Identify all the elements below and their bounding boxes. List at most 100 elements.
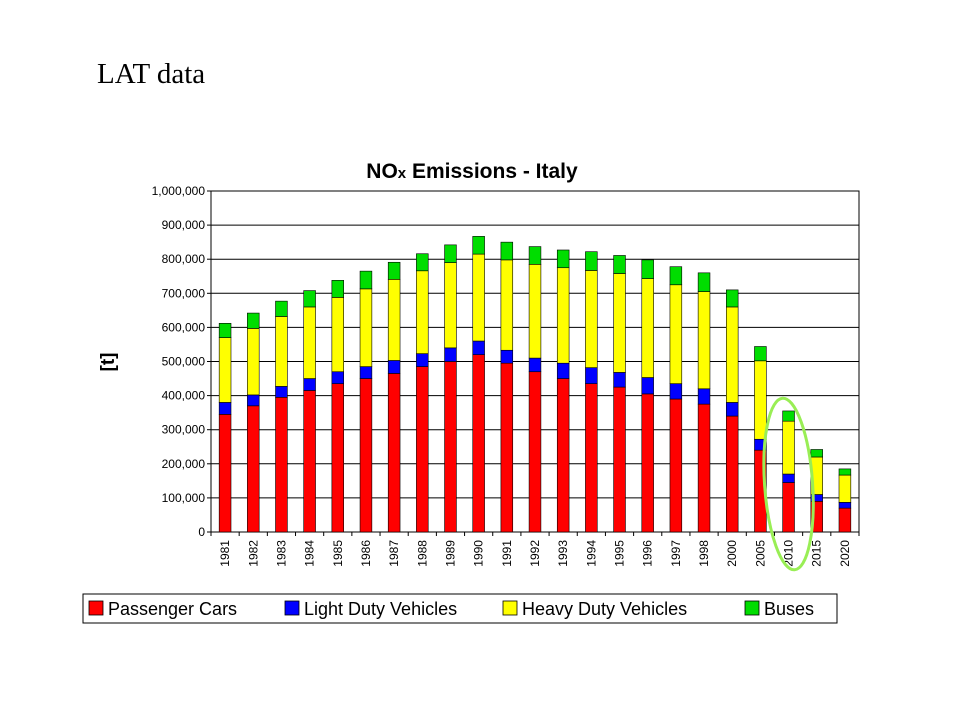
- legend-swatch: [502, 600, 518, 616]
- legend-swatch: [284, 600, 300, 616]
- bar-segment: [810, 449, 823, 458]
- x-tick-label: 1994: [584, 540, 598, 567]
- y-tick-label: 600,000: [162, 320, 206, 334]
- bar-segment: [500, 259, 514, 351]
- bar-segment: [359, 366, 373, 379]
- legend-label: Buses: [764, 599, 814, 619]
- bar-segment: [416, 253, 429, 272]
- x-tick-label: 1995: [613, 540, 627, 567]
- bar-segment: [444, 361, 457, 533]
- bar-segment: [838, 474, 852, 503]
- bar-stack-1984: [303, 290, 316, 533]
- bar-segment: [726, 306, 739, 403]
- x-tick-label: 2005: [753, 540, 767, 567]
- y-tick-label: 200,000: [162, 457, 206, 471]
- bar-segment: [275, 316, 288, 387]
- bar-stack-1990: [472, 236, 485, 533]
- bar-stack-1995: [613, 255, 626, 533]
- bar-segment: [726, 415, 739, 533]
- chart-title-part-3: Emissions - Italy: [406, 160, 578, 183]
- y-axis-ticks: 0 100,000 200,000 300,000 400,000 500,000 600,…: [152, 184, 211, 539]
- legend-swatch: [744, 600, 760, 616]
- x-tick-label: 1984: [303, 540, 317, 567]
- bar-stack-2010: [782, 410, 795, 533]
- bar-segment: [782, 410, 795, 422]
- bar-segment: [500, 362, 514, 533]
- x-tick-label: 1991: [500, 540, 514, 567]
- y-tick-label: 300,000: [162, 423, 206, 437]
- bar-segment: [275, 397, 288, 533]
- bar-segment: [697, 272, 711, 292]
- bar-segment: [585, 383, 598, 533]
- bar-stack-1997: [669, 266, 683, 533]
- bar-segment: [472, 340, 485, 355]
- bar-stack-1991: [500, 241, 514, 533]
- bar-segment: [641, 278, 654, 378]
- x-tick-label: 2000: [725, 540, 739, 567]
- bar-segment: [472, 354, 485, 533]
- bar-segment: [331, 280, 344, 298]
- bar-segment: [331, 383, 344, 533]
- bar-segment: [613, 386, 626, 533]
- x-tick-label: 1982: [246, 540, 260, 567]
- y-tick-label: 100,000: [162, 491, 206, 505]
- bar-segment: [613, 372, 626, 388]
- bar-segment: [416, 366, 429, 533]
- chart-title: NOx Emissions - Italy: [366, 160, 578, 183]
- bar-stack-1998: [697, 272, 711, 533]
- bar-segment: [387, 373, 401, 533]
- bar-segment: [500, 241, 514, 261]
- bar-segment: [613, 273, 626, 373]
- bar-segment: [556, 249, 570, 269]
- bar-segment: [585, 270, 598, 368]
- bar-stack-1981: [218, 323, 232, 533]
- legend: Passenger Cars Light Duty Vehicles Heavy D…: [82, 593, 838, 624]
- bar-segment: [782, 482, 795, 533]
- x-tick-label: 1989: [443, 540, 457, 567]
- y-tick-label: 500,000: [162, 355, 206, 369]
- x-tick-label: 1987: [387, 540, 401, 567]
- x-tick-label: 2020: [838, 540, 852, 567]
- x-tick-label: 1983: [274, 540, 288, 567]
- bar-segment: [472, 236, 485, 255]
- bar-segment: [697, 388, 711, 405]
- x-tick-label: 2015: [810, 540, 824, 567]
- bar-stack-1985: [331, 280, 344, 533]
- bar-segment: [528, 357, 542, 373]
- y-tick-label: 1,000,000: [152, 184, 206, 198]
- bar-segment: [697, 291, 711, 390]
- y-tick-label: 900,000: [162, 218, 206, 232]
- bar-segment: [444, 347, 457, 362]
- bar-stack-1988: [416, 253, 429, 533]
- x-tick-label: 2010: [782, 540, 796, 567]
- bar-segment: [359, 288, 373, 367]
- legend-swatch: [88, 600, 104, 616]
- bar-segment: [641, 393, 654, 533]
- x-tick-label: 1986: [359, 540, 373, 567]
- bar-stack-1989: [444, 244, 457, 533]
- bar-segment: [528, 264, 542, 359]
- y-tick-label: 700,000: [162, 286, 206, 300]
- bar-segment: [641, 259, 654, 279]
- bar-segment: [782, 420, 795, 475]
- bar-segment: [387, 360, 401, 374]
- bar-segment: [472, 253, 485, 342]
- bar-segment: [303, 390, 316, 533]
- bar-segment: [782, 473, 795, 483]
- bar-segment: [218, 414, 232, 533]
- bar-segment: [416, 270, 429, 354]
- x-tick-label: 1993: [556, 540, 570, 567]
- bar-segment: [359, 270, 373, 290]
- bar-stack-1983: [275, 300, 288, 533]
- bar-segment: [641, 377, 654, 395]
- bar-segment: [528, 246, 542, 265]
- y-tick-label: 0: [198, 525, 205, 539]
- x-tick-label: 1988: [415, 540, 429, 567]
- bar-stack-1992: [528, 246, 542, 533]
- bar-segment: [726, 289, 739, 308]
- bar-segment: [275, 386, 288, 398]
- legend-box: [82, 593, 838, 624]
- bar-stack-2020: [838, 468, 852, 533]
- bar-segment: [303, 290, 316, 308]
